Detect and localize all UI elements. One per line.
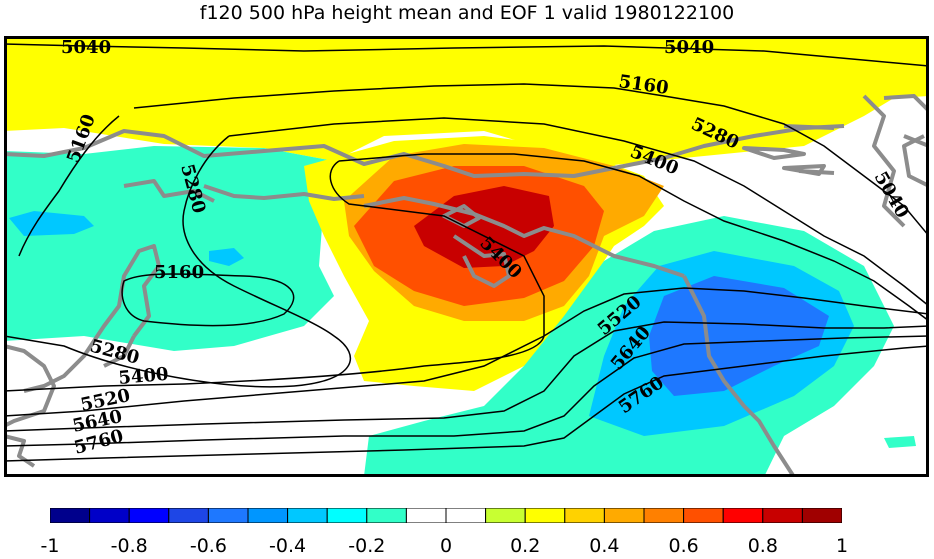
colorbar-swatch bbox=[524, 508, 566, 523]
colorbar-swatch bbox=[485, 508, 526, 523]
colorbar-swatch bbox=[287, 508, 328, 523]
map-panel: 5040 5040 5040 5160 5160 5160 5280 5280 … bbox=[4, 36, 929, 477]
colorbar-tick-label: -0.2 bbox=[348, 535, 386, 557]
colorbar-swatch bbox=[366, 508, 407, 523]
colorbar-tick-label: -0.8 bbox=[110, 535, 148, 557]
colorbar-swatch bbox=[445, 508, 487, 523]
colorbar-swatch bbox=[128, 508, 170, 523]
plot-title: f120 500 hPa height mean and EOF 1 valid… bbox=[199, 2, 735, 24]
contour-label: 5400 bbox=[118, 364, 170, 389]
negative-small-west bbox=[209, 248, 244, 266]
negative-speck-east bbox=[884, 436, 916, 448]
colorbar-swatch bbox=[207, 508, 249, 523]
colorbar-swatch bbox=[50, 508, 91, 523]
colorbar-swatch bbox=[762, 508, 803, 523]
colorbar-tick-label: 0.2 bbox=[510, 535, 541, 557]
colorbar-tick-label: 0.6 bbox=[668, 535, 699, 557]
colorbar-swatch bbox=[326, 508, 368, 523]
colorbar-swatch bbox=[801, 508, 842, 523]
negative-core-west bbox=[9, 211, 94, 236]
colorbar-swatch bbox=[603, 508, 645, 523]
colorbar-labels: -1 -0.8 -0.6 -0.4 -0.2 0 0.2 0.4 0.6 0.8 1 bbox=[0, 535, 934, 559]
colorbar-tick-label: 0.8 bbox=[747, 535, 778, 557]
negative-core-east bbox=[649, 276, 829, 396]
height-contours bbox=[4, 43, 929, 462]
negative-region-west bbox=[4, 146, 334, 351]
map-border bbox=[4, 36, 929, 477]
colorbar-tick-label: 0 bbox=[439, 535, 453, 557]
contour-label: 5040 bbox=[61, 37, 111, 58]
contour-label: 5040 bbox=[664, 37, 714, 58]
colorbar-tick-label: 1 bbox=[835, 535, 849, 557]
colorbar-swatch bbox=[722, 508, 764, 523]
colorbar-tick-label: -0.4 bbox=[269, 535, 307, 557]
positive-band-north bbox=[4, 36, 929, 166]
colorbar-tick-label: 0.4 bbox=[589, 535, 620, 557]
colorbar-swatch bbox=[405, 508, 447, 523]
colorbar-swatch bbox=[247, 508, 289, 523]
contour-label: 5160 bbox=[154, 262, 204, 283]
colorbar-tick-label: -0.6 bbox=[189, 535, 227, 557]
colorbar bbox=[50, 508, 842, 523]
coastlines bbox=[4, 94, 929, 477]
colorbar-tick-label: -1 bbox=[40, 535, 60, 557]
colorbar-swatch bbox=[168, 508, 209, 523]
colorbar-swatch bbox=[89, 508, 130, 523]
colorbar-swatch bbox=[643, 508, 685, 523]
colorbar-swatch bbox=[683, 508, 724, 523]
colorbar-swatch bbox=[564, 508, 605, 523]
